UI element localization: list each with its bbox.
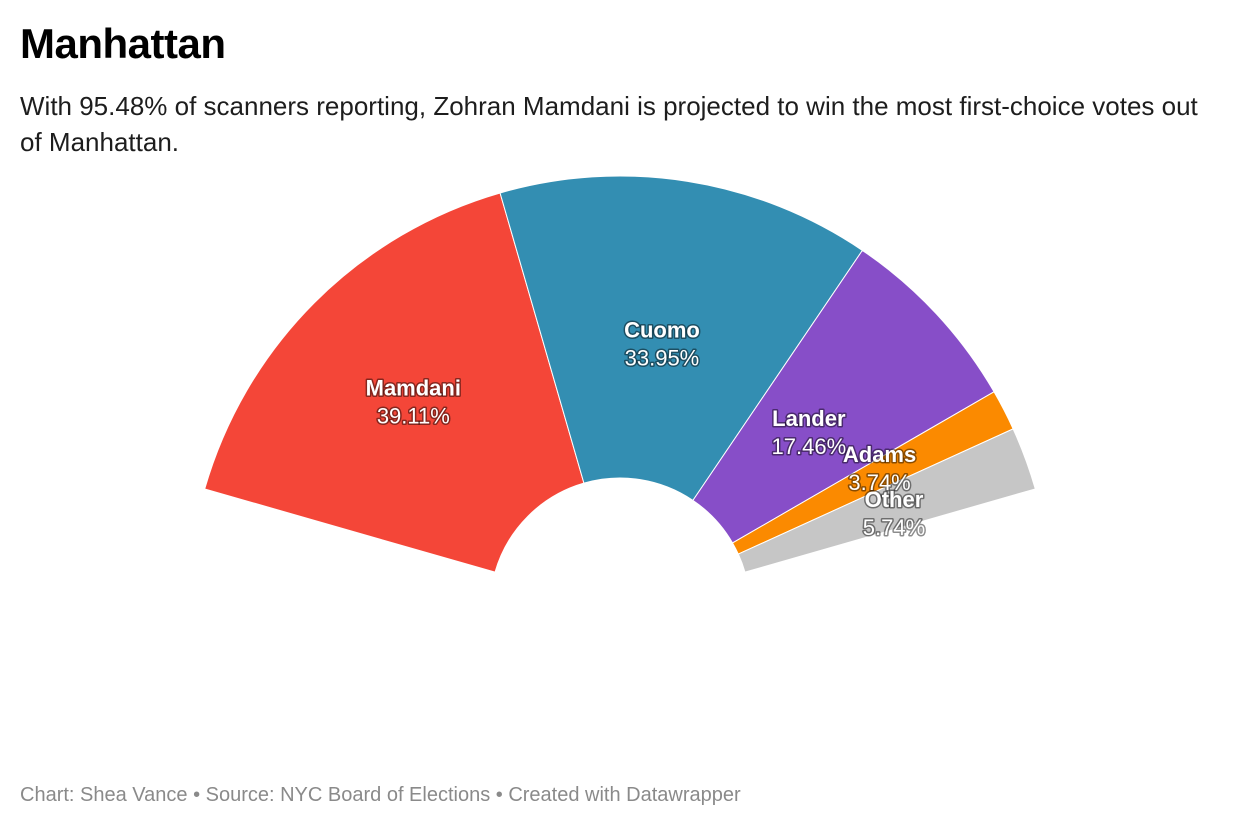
slice-other[interactable] [737,428,1036,573]
slice-name-lander: Lander [772,406,846,431]
chart-title: Manhattan [20,20,226,67]
slice-mamdani[interactable] [204,192,585,573]
labels-group: Mamdani 39.11% Cuomo 33.95% Lander 17.46%Adam… [364,316,927,542]
slice-value-lander: 17.46% [772,434,847,459]
slice-name-cuomo: Cuomo [624,317,700,342]
slice-value-adams: 3.74% [848,470,910,495]
slice-lander[interactable] [692,249,995,544]
slice-value-other: 5.74% [863,515,925,540]
slice-name-adams: Adams [843,442,916,467]
chart-subtitle: With 95.48% of scanners reporting, Zohra… [20,91,1198,157]
slice-name-other: Other [865,487,924,512]
slice-name-mamdani: Mamdani [366,376,461,401]
slice-value-mamdani: 39.11% [377,404,450,429]
slice-cuomo[interactable] [499,175,864,502]
slice-value-cuomo: 33.95% [625,345,700,370]
chart-footer: Chart: Shea Vance • Source: NYC Board of… [20,784,741,806]
slices-group [204,175,1036,573]
